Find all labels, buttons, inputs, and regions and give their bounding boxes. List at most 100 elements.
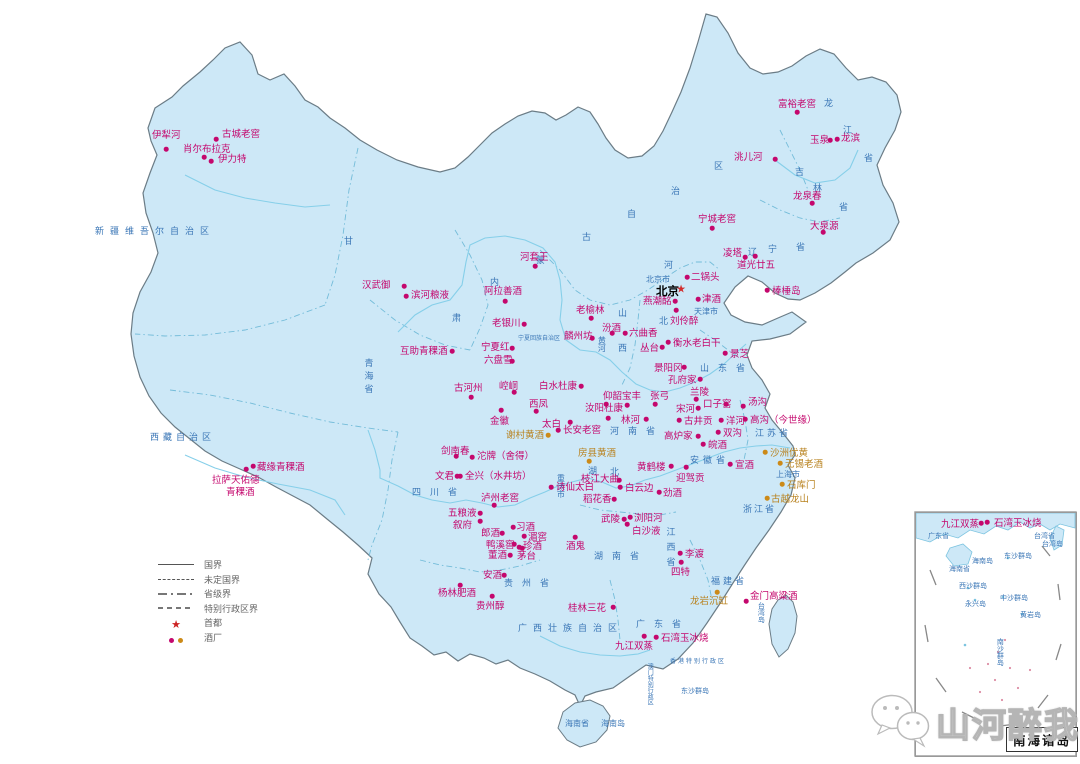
distillery-label: 拉萨天佑德 [212, 475, 260, 486]
distillery-label: 麟州坊 [564, 331, 593, 342]
distillery-dot [588, 315, 594, 321]
geo-label: 海南省 [565, 719, 589, 728]
distillery-label: 宋河 [676, 404, 696, 415]
distillery-dot [491, 502, 497, 508]
distillery-dot [743, 598, 749, 604]
distillery-label: 林河 [621, 415, 641, 426]
distillery-dot [586, 458, 592, 464]
distillery-label: 景阳冈 [654, 363, 683, 374]
distillery-dot [656, 489, 662, 495]
distillery-dot [643, 416, 649, 422]
distillery-label: 滨河粮液 [411, 290, 450, 301]
distillery-label: 青稞酒 [226, 487, 255, 498]
distillery-label: 燕潮酩 [643, 296, 672, 307]
distillery-dot [678, 559, 684, 565]
distillery-dot [665, 339, 671, 345]
distillery-dot [723, 401, 729, 407]
inset-geo-label: 广东省 [928, 532, 949, 540]
distillery-dot [653, 634, 659, 640]
distillery-label: 枝江大曲 [581, 474, 620, 485]
distillery-label: 金门高粱酒 [750, 591, 798, 602]
taiwan-island-shape [768, 594, 798, 658]
distillery-dot [624, 521, 630, 527]
inset-geo-label: 西沙群岛 [959, 582, 987, 590]
distillery-dot [693, 396, 699, 402]
distillery-label: 鸭溪窖 [486, 540, 515, 551]
distillery-label: 房县黄酒 [578, 448, 617, 459]
distillery-label: 兰陵 [690, 387, 710, 398]
songhua-river [774, 149, 859, 184]
legend-label: 首都 [204, 619, 223, 629]
geo-label: 山 [618, 309, 628, 319]
inset-geo-label: 永兴岛 [965, 600, 986, 608]
distillery-label: 刘伶醉 [670, 316, 699, 327]
geo-label: 江苏省 [755, 429, 792, 439]
distillery-label: 无锡老酒 [785, 459, 824, 470]
geo-label: 广西壮族自治区 [518, 624, 624, 634]
distillery-dot [163, 146, 169, 152]
distillery-label: 全兴（水井坊） [465, 471, 532, 482]
distillery-dot [772, 156, 778, 162]
distillery-dot [499, 530, 505, 536]
inset-geo-label: 南沙群岛 [996, 638, 1005, 666]
yellow-river [397, 235, 747, 393]
distillery-label: 道光廿五 [737, 260, 776, 271]
geo-label: 北京市 [646, 275, 670, 284]
geo-label: 山东省 [700, 364, 755, 374]
distillery-label: 宁夏红 [481, 342, 510, 353]
distillery-label: 阿拉善酒 [484, 286, 523, 297]
distillery-label: 酒鬼 [566, 541, 586, 552]
distillery-dot [742, 254, 748, 260]
distillery-dot [827, 137, 833, 143]
distillery-label: 金徽 [490, 416, 510, 427]
geo-label: 自 [627, 210, 637, 220]
distillery-dot [521, 533, 527, 539]
geo-label: 广东省 [636, 620, 691, 630]
capital-label-beijing: 北京 [656, 284, 679, 298]
distillery-label: 剑南春 [441, 446, 470, 457]
distillery-label: 河套王 [520, 252, 549, 263]
distillery-dot [978, 520, 984, 526]
distillery-label: 石湾玉冰烧 [661, 633, 709, 644]
legend-symbol [158, 607, 194, 609]
legend-row: 酒厂 [158, 631, 222, 644]
rivers-group [184, 149, 859, 657]
distillery-dot [603, 401, 609, 407]
distillery-label: 郎酒 [481, 528, 501, 539]
distillery-label: 古河州 [454, 383, 483, 394]
province-boundaries-group [134, 129, 841, 641]
distillery-label: 浏阳河 [634, 513, 663, 524]
distillery-dot [673, 307, 679, 313]
distillery-dot [611, 496, 617, 502]
distillery-dot [213, 136, 219, 142]
geo-label: 四川省 [412, 488, 467, 498]
pearl-river [539, 635, 651, 657]
distillery-dot [454, 473, 460, 479]
distillery-dot [502, 298, 508, 304]
geo-label: 安徽省 [690, 456, 730, 466]
geo-label: 西 [618, 344, 628, 354]
distillery-label: 沙洲优黄 [770, 448, 809, 459]
distillery-dot [627, 514, 633, 520]
distillery-dot [740, 403, 746, 409]
inset-hainan [945, 543, 973, 567]
distillery-label: 西凤 [529, 399, 549, 410]
distillery-label: 二锅头 [691, 272, 720, 283]
distillery-label: 劲酒 [663, 488, 683, 499]
geo-label: 河 [664, 261, 674, 271]
distillery-label: 伊犁河 [152, 130, 181, 141]
legend-symbol [158, 578, 194, 580]
distillery-dot [545, 432, 551, 438]
distillery-dot [589, 335, 595, 341]
distillery-dot [809, 200, 815, 206]
distillery-label: 汉武御 [362, 280, 391, 291]
distillery-label: 汝阳杜康 [585, 403, 624, 414]
distillery-dot [516, 544, 522, 550]
legend-label: 国界 [204, 561, 223, 571]
distillery-label: 长安老窖 [563, 425, 602, 436]
distillery-label: 大泉源 [810, 221, 839, 232]
distillery-dot [403, 293, 409, 299]
distillery-label: 习酒 [516, 522, 536, 533]
